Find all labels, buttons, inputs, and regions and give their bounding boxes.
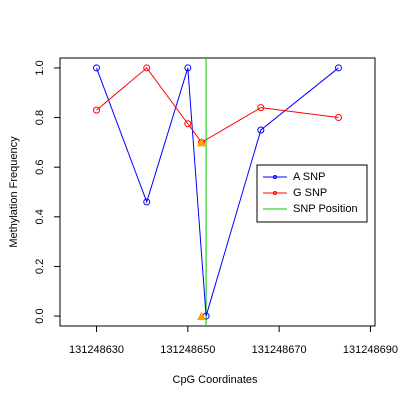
- point: [334, 64, 342, 72]
- plot-box: [59, 57, 376, 327]
- point: [93, 106, 101, 114]
- y-tick-label: 1.0: [34, 60, 46, 75]
- point: [93, 64, 101, 72]
- y-tick-label: 0.2: [34, 259, 46, 274]
- legend-label: G SNP: [293, 187, 327, 199]
- x-tick-label: 131248670: [252, 344, 307, 356]
- x-tick-label: 131248630: [69, 344, 124, 356]
- point: [184, 64, 192, 72]
- series-line: [96, 67, 339, 144]
- y-axis-label: Methylation Frequency: [8, 136, 20, 248]
- y-tick-label: 0.8: [34, 110, 46, 125]
- point: [257, 104, 265, 112]
- snp-marker: [197, 311, 207, 321]
- legend-label: SNP Position: [293, 203, 358, 215]
- snp-marker: [197, 137, 207, 147]
- legend-point: [273, 191, 277, 195]
- series-line: [96, 67, 339, 317]
- x-tick-label: 131248650: [160, 344, 215, 356]
- point: [257, 126, 265, 134]
- point: [184, 120, 192, 128]
- y-tick-label: 0.0: [34, 308, 46, 323]
- point: [334, 114, 342, 122]
- x-axis-label: CpG Coordinates: [173, 374, 258, 386]
- y-tick-label: 0.6: [34, 160, 46, 175]
- point: [143, 64, 151, 72]
- point: [143, 198, 151, 206]
- x-tick-label: 131248690: [343, 344, 398, 356]
- legend-point: [273, 175, 277, 179]
- y-tick-label: 0.4: [34, 209, 46, 224]
- legend-label: A SNP: [293, 171, 325, 183]
